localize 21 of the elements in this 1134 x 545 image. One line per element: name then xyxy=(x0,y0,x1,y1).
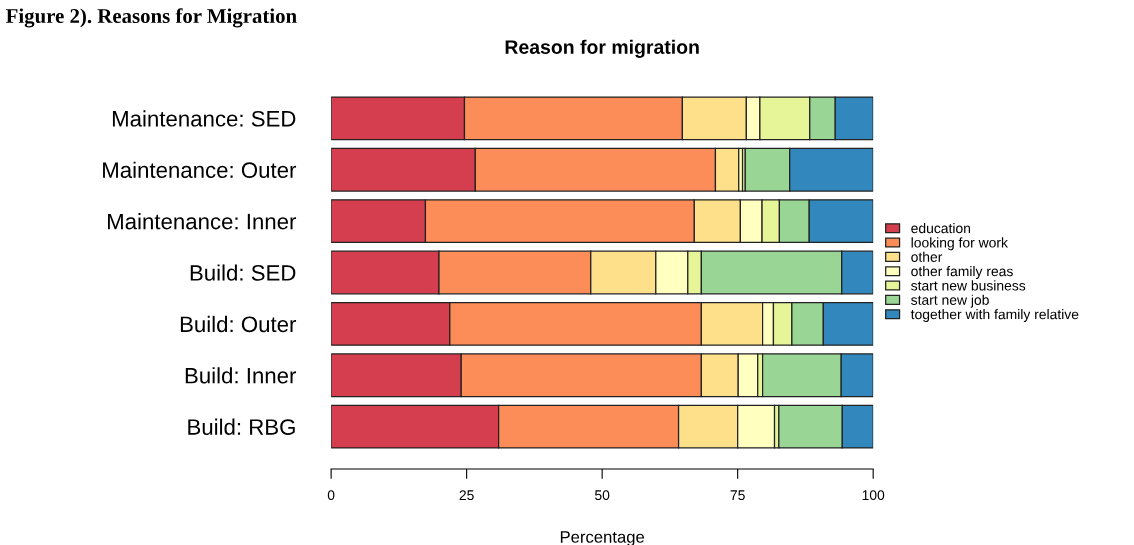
caption: Figure 2). Reasons for Migration xyxy=(6,8,297,28)
y-tick-label: Build: Inner xyxy=(185,367,297,384)
y-tick-label: Build: Outer xyxy=(180,315,297,333)
chart-title: Reason for migration xyxy=(505,39,699,58)
legend-label: other family reas xyxy=(911,266,1013,279)
y-tick-label: Maintenance: Outer xyxy=(103,161,297,178)
x-tick-label: 25 xyxy=(459,490,474,501)
y-tick-label: Build: RBG xyxy=(188,418,295,435)
y-tick-label: Build: SED xyxy=(190,264,296,281)
x-tick-label: 100 xyxy=(862,490,885,501)
x-tick-label: 50 xyxy=(594,490,610,501)
y-tick-label: Maintenance: Inner xyxy=(108,213,297,230)
x-tick-label: 0 xyxy=(327,490,335,501)
legend-label: together with family relative xyxy=(910,309,1079,322)
legend-label: start new job xyxy=(911,294,989,308)
legend-label: start new business xyxy=(911,280,1026,291)
x-tick-label: 75 xyxy=(730,490,745,501)
legend-label: other xyxy=(911,251,943,262)
y-tick-label: Maintenance: SED xyxy=(112,110,296,127)
legend-label: looking for work xyxy=(911,237,1008,251)
legend-label: education xyxy=(911,223,971,234)
